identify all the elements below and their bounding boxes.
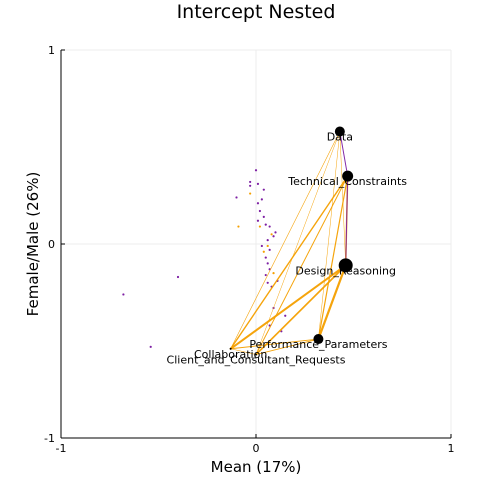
network-edge <box>317 264 347 341</box>
node-label: Client_and_Consultant_Requests <box>167 354 346 367</box>
y-tick-label: 1 <box>48 44 55 57</box>
axes <box>60 49 452 439</box>
node-label: Technical_Constraints <box>287 175 407 188</box>
y-tick-label: 0 <box>48 238 55 251</box>
data-point <box>256 182 260 185</box>
data-point <box>266 239 269 242</box>
data-point <box>122 293 125 296</box>
network-edge <box>339 131 346 266</box>
data-point <box>272 272 275 275</box>
data-point <box>272 235 275 238</box>
network-edge <box>230 131 341 350</box>
network-edge <box>345 175 349 266</box>
data-point <box>249 180 252 184</box>
nodes <box>229 126 354 356</box>
network-node <box>334 126 345 137</box>
chart-title: Intercept Nested <box>177 1 336 23</box>
network-node <box>338 258 353 273</box>
edges <box>229 130 349 356</box>
network-edge <box>229 175 349 350</box>
network-edge <box>230 338 319 350</box>
network-edge <box>255 131 341 355</box>
data-point <box>256 202 260 205</box>
data-point <box>262 215 265 218</box>
data-point <box>176 275 180 279</box>
data-point <box>149 345 152 348</box>
data-point <box>262 188 265 191</box>
node-label: Performance_Parameters <box>249 338 387 351</box>
y-axis-label: Female/Male (26%) <box>24 172 42 317</box>
points <box>122 169 287 348</box>
data-point <box>256 219 260 222</box>
x-axis-label: Mean (17%) <box>211 458 302 476</box>
data-point <box>264 273 267 277</box>
data-point <box>274 231 277 234</box>
network-edge <box>230 348 257 355</box>
node-labels: Data Technical_Constraints Design_Reasonin… <box>167 130 408 366</box>
node-label: Collaboration <box>194 348 267 361</box>
data-point <box>264 256 267 259</box>
network-node <box>313 334 324 345</box>
data-point <box>268 248 271 251</box>
data-point <box>258 209 261 213</box>
data-point <box>237 225 240 228</box>
network-node <box>255 353 257 356</box>
data-point <box>235 196 238 199</box>
network-edge <box>255 264 347 356</box>
network-node <box>229 347 232 350</box>
node-label: Design_Reasoning <box>295 264 396 277</box>
y-tick-label: -1 <box>44 432 55 445</box>
data-point <box>249 192 252 195</box>
x-tick-label: 0 <box>253 442 260 455</box>
data-point <box>266 244 269 248</box>
network-edge <box>318 131 341 340</box>
node-label: Data <box>327 130 353 143</box>
data-point <box>266 262 269 265</box>
data-point <box>249 184 252 187</box>
data-point <box>284 314 287 317</box>
network-edge <box>317 175 349 340</box>
x-tick-label: 1 <box>448 442 455 455</box>
grid <box>60 49 452 439</box>
x-tick-label: -1 <box>56 442 67 455</box>
network-edge <box>255 338 319 356</box>
data-point <box>268 225 271 228</box>
data-point <box>264 223 267 226</box>
data-point <box>270 233 273 236</box>
tick-labels: -1 0 1 -1 0 1 <box>44 44 454 455</box>
network-edge <box>339 130 349 177</box>
data-point <box>262 250 265 253</box>
data-point <box>258 225 261 228</box>
data-point <box>266 281 269 284</box>
data-point <box>260 198 263 201</box>
data-point <box>254 169 258 172</box>
network-node <box>342 170 354 182</box>
network-edge <box>229 264 347 350</box>
data-point <box>260 244 263 248</box>
